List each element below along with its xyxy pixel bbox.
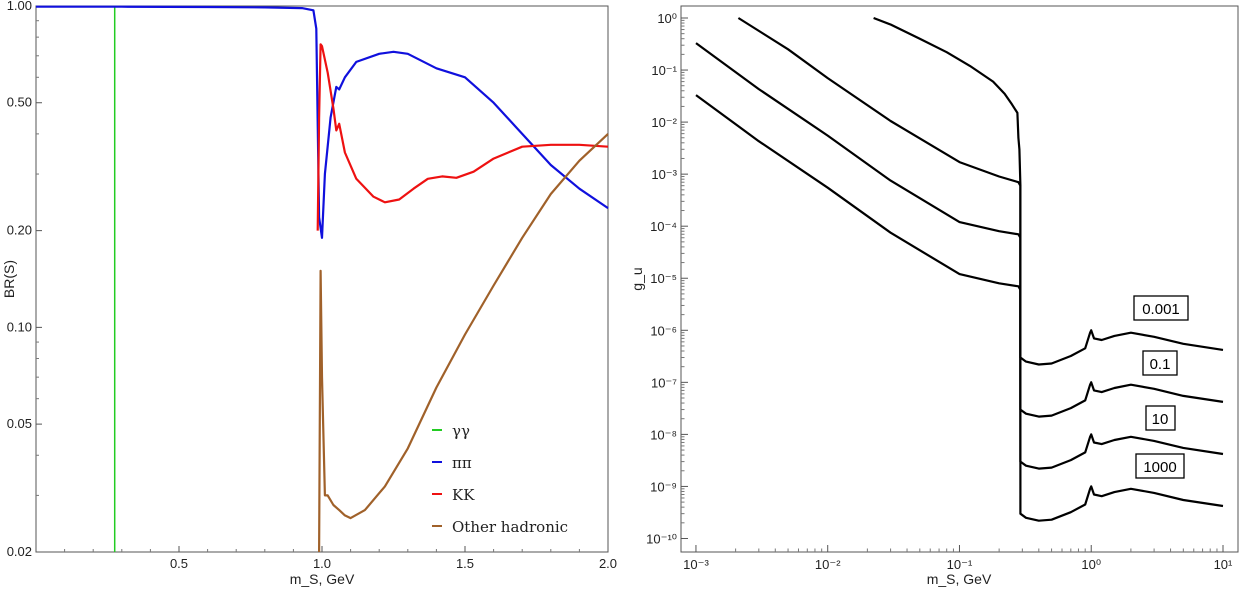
limit-curve-10 xyxy=(695,42,1224,470)
right-axes: 10⁻³ 10⁻² 10⁻¹ 10⁰ 10¹ 10⁻¹⁰ 10⁻⁹ 10⁻⁸ 10⁻⁷ 10⁻⁶ 1… xyxy=(646,11,1233,572)
right-y-tick-label: 10⁻⁵ xyxy=(650,271,677,286)
left-series xyxy=(36,5,609,553)
right-y-tick-label: 10⁻² xyxy=(651,115,677,130)
curve-label-10: 10 xyxy=(1145,405,1176,431)
right-y-tick-label: 10⁻⁴ xyxy=(650,219,677,234)
series-line-Other-hadronic xyxy=(318,133,609,553)
right-series xyxy=(695,16,1224,522)
legend-label-kaon: KK xyxy=(452,486,475,504)
series-line-γγ xyxy=(36,5,116,552)
right-y-tick-label: 10⁰ xyxy=(657,11,677,26)
curve-label-0.1: 0.1 xyxy=(1142,350,1178,376)
series-line-ππ xyxy=(36,5,609,239)
limit-curve-0.001 xyxy=(873,16,1224,366)
left-y-tick-label: 0.50 xyxy=(7,95,32,110)
coupling-limit-chart: 10⁻³ 10⁻² 10⁻¹ 10⁰ 10¹ 10⁻¹⁰ 10⁻⁹ 10⁻⁸ 10⁻⁷ 10⁻⁶ 1… xyxy=(629,5,1239,587)
curve-label-box xyxy=(1142,350,1178,376)
right-y-tick-label: 10⁻⁶ xyxy=(650,323,677,338)
curve-label-text: 1000 xyxy=(1143,459,1176,476)
right-y-tick-label: 10⁻¹ xyxy=(651,63,677,78)
curve-label-0.001: 0.001 xyxy=(1133,295,1189,321)
left-y-tick-label: 0.05 xyxy=(7,416,32,431)
curve-label-text: 0.001 xyxy=(1142,301,1180,318)
right-x-axis-label: m_S, GeV xyxy=(927,571,992,587)
left-y-tick-label: 0.10 xyxy=(7,319,32,334)
right-y-tick-label: 10⁻⁷ xyxy=(651,375,677,390)
right-x-tick-label: 10⁻³ xyxy=(683,557,709,572)
curve-label-box xyxy=(1135,453,1185,479)
left-x-tick-label: 0.5 xyxy=(170,556,188,571)
curve-label-text: 10 xyxy=(1152,411,1169,428)
left-x-tick-label: 1.0 xyxy=(313,556,331,571)
left-y-tick-label: 0.20 xyxy=(7,223,32,238)
right-x-tick-label: 10¹ xyxy=(1214,557,1233,572)
curve-label-text: 0.1 xyxy=(1150,356,1171,373)
branching-ratio-chart: 0.5 1.0 1.5 2.0 0.02 0.05 0.10 0.20 0.50 1.00 m_S… xyxy=(1,0,617,587)
left-x-axis-label: m_S, GeV xyxy=(290,571,355,587)
curve-label-1000: 1000 xyxy=(1135,453,1185,479)
right-x-tick-label: 10⁰ xyxy=(1081,557,1101,572)
left-axes: 0.5 1.0 1.5 2.0 0.02 0.05 0.10 0.20 0.50 1.00 xyxy=(7,0,617,571)
curve-label-box xyxy=(1145,405,1176,431)
right-y-tick-label: 10⁻¹⁰ xyxy=(646,531,677,546)
series-line-KK xyxy=(316,43,609,231)
right-y-tick-label: 10⁻³ xyxy=(651,167,677,182)
right-x-tick-label: 10⁻¹ xyxy=(947,557,973,572)
right-y-tick-label: 10⁻⁹ xyxy=(650,479,677,494)
right-y-tick-label: 10⁻⁸ xyxy=(650,427,677,442)
right-y-axis-label: g_u xyxy=(629,267,645,290)
left-y-axis-label: BR(S) xyxy=(1,260,17,298)
left-x-tick-label: 2.0 xyxy=(599,556,617,571)
left-y-tick-label: 1.00 xyxy=(7,0,32,13)
right-x-tick-label: 10⁻² xyxy=(815,557,841,572)
legend-label-other: Other hadronic xyxy=(452,518,568,536)
left-x-tick-label: 1.5 xyxy=(456,556,474,571)
legend-label-gamma: γγ xyxy=(452,422,470,440)
limit-curve-0.1 xyxy=(737,17,1224,418)
limit-curve-1000 xyxy=(695,94,1224,522)
curve-label-box xyxy=(1133,295,1189,321)
left-y-tick-label: 0.02 xyxy=(7,544,32,559)
legend-label-pion: ππ xyxy=(452,454,472,472)
left-plot-frame xyxy=(35,5,609,553)
legend: γγ ππ KK Other hadronic xyxy=(432,422,568,536)
